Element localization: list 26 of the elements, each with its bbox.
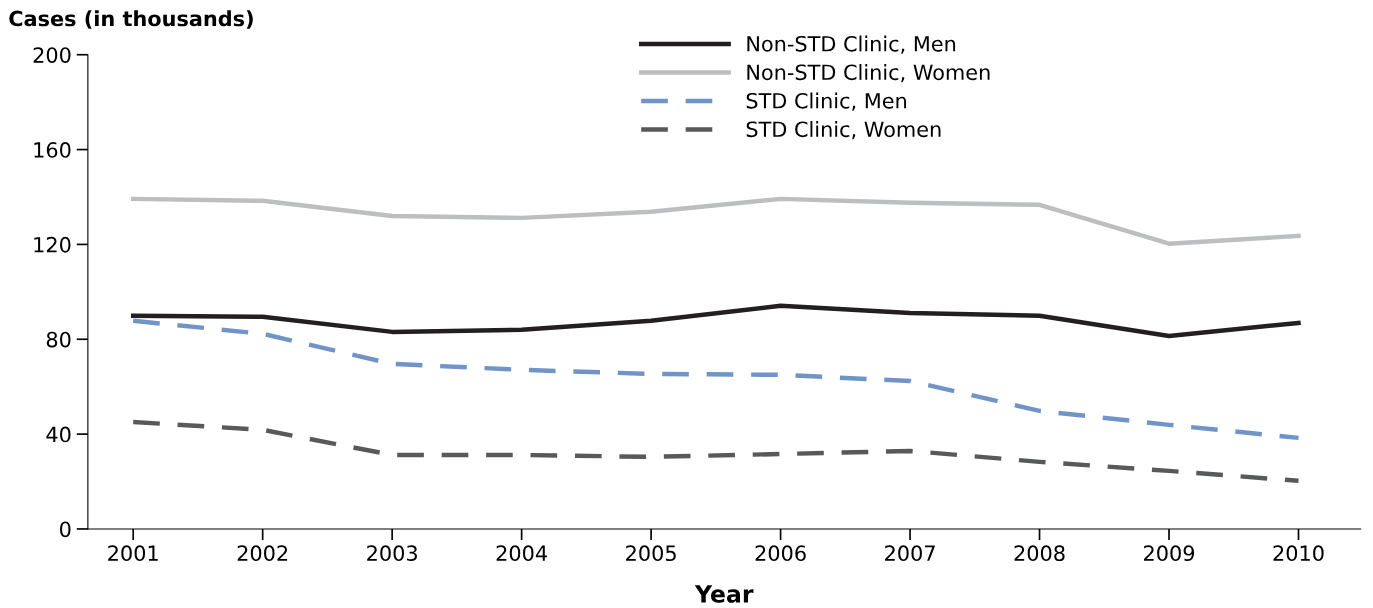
y-tick-label: 200	[33, 47, 71, 63]
x-tick-label: 2003	[367, 545, 417, 562]
y-tick-label: 40	[46, 426, 71, 443]
y-tick-label: 0	[60, 521, 71, 538]
x-tick-label: 2008	[1014, 545, 1065, 562]
line-series	[130, 196, 1301, 246]
y-tick-label: 80	[46, 331, 71, 348]
legend-label: STD Clinic, Men	[746, 92, 907, 111]
legend-label: STD Clinic, Women	[746, 121, 941, 140]
legend-label: Non-STD Clinic, Women	[747, 64, 990, 83]
line-series	[130, 419, 1301, 484]
y-tick-label: 120	[34, 236, 71, 253]
x-tick-label: 2001	[108, 545, 158, 562]
x-tick-label: 2009	[1144, 545, 1195, 562]
x-axis-title: Year	[694, 585, 754, 603]
line-series	[130, 318, 1301, 441]
x-tick-label: 2007	[885, 545, 935, 562]
line-series	[130, 303, 1301, 339]
y-axis-title: Cases (in thousands)	[9, 10, 253, 29]
x-tick-label: 2002	[237, 545, 288, 562]
legend-label: Non-STD Clinic, Men	[747, 35, 956, 54]
x-tick-label: 2004	[496, 545, 547, 562]
y-tick-label: 160	[34, 142, 71, 158]
x-tick-label: 2005	[626, 545, 676, 562]
x-tick-label: 2006	[755, 545, 806, 562]
x-tick-label: 2010	[1273, 545, 1324, 562]
